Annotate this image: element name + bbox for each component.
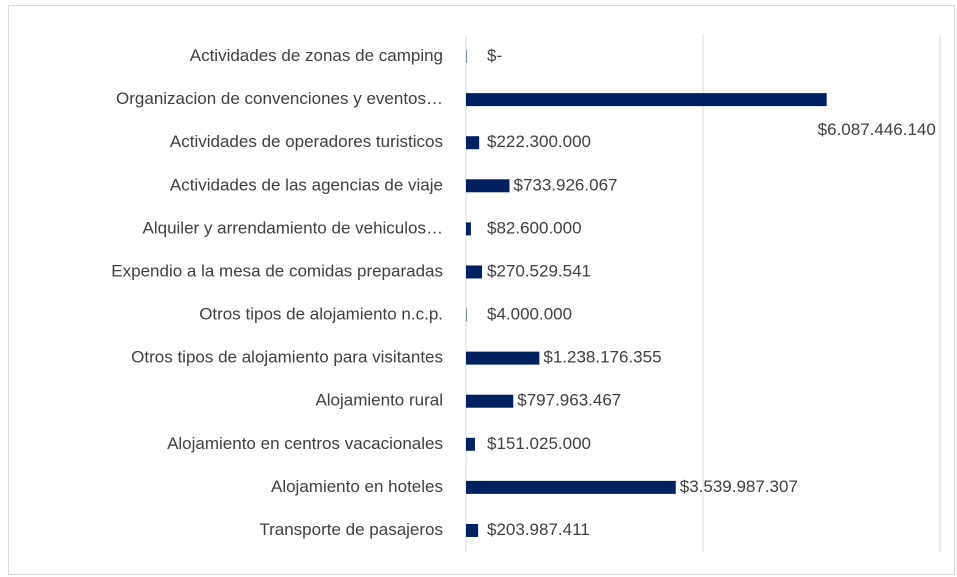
bar bbox=[466, 523, 479, 537]
bar bbox=[466, 308, 467, 322]
bar bbox=[466, 351, 540, 365]
y-tick-label: Transporte de pasajeros bbox=[259, 520, 443, 539]
bar bbox=[466, 222, 471, 236]
bar bbox=[466, 265, 483, 279]
y-tick-label: Otros tipos de alojamiento para visitant… bbox=[131, 348, 443, 367]
data-label: $797.963.467 bbox=[517, 391, 621, 410]
bar bbox=[466, 480, 676, 494]
y-tick-label: Alquiler y arrendamiento de vehiculos… bbox=[143, 218, 444, 237]
data-label: $733.926.067 bbox=[513, 175, 617, 194]
data-label: $270.529.541 bbox=[487, 261, 591, 280]
data-label: $1.238.176.355 bbox=[543, 348, 661, 367]
y-tick-label: Actividades de operadores turisticos bbox=[170, 132, 443, 151]
y-tick-label: Alojamiento en hoteles bbox=[271, 477, 443, 496]
y-tick-label: Organizacion de convenciones y eventos… bbox=[116, 89, 443, 108]
data-label: $151.025.000 bbox=[487, 434, 591, 453]
bar bbox=[466, 394, 514, 408]
y-tick-label: Actividades de las agencias de viaje bbox=[170, 175, 443, 194]
bar bbox=[466, 50, 467, 64]
bar bbox=[466, 93, 827, 107]
bar bbox=[466, 179, 510, 193]
data-label: $222.300.000 bbox=[487, 132, 591, 151]
data-label: $203.987.411 bbox=[487, 520, 590, 539]
y-tick-label: Alojamiento rural bbox=[315, 391, 443, 410]
y-tick-label: Expendio a la mesa de comidas preparadas bbox=[111, 261, 443, 280]
y-tick-label: Actividades de zonas de camping bbox=[190, 46, 443, 65]
y-tick-label: Otros tipos de alojamiento n.c.p. bbox=[199, 305, 443, 324]
data-label: $6.087.446.140 bbox=[818, 120, 936, 139]
bar bbox=[466, 136, 480, 150]
data-label: $- bbox=[487, 46, 502, 65]
bar bbox=[466, 437, 475, 451]
data-label: $82.600.000 bbox=[487, 218, 582, 237]
data-label: $3.539.987.307 bbox=[680, 477, 798, 496]
data-label: $4.000.000 bbox=[487, 305, 572, 324]
y-tick-label: Alojamiento en centros vacacionales bbox=[167, 434, 443, 453]
